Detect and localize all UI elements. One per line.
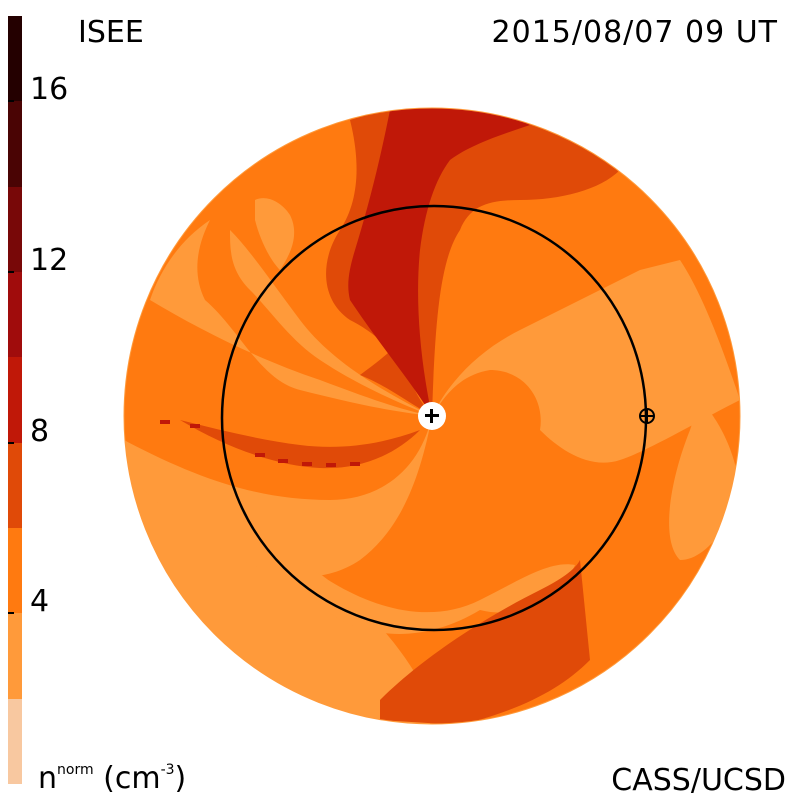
- earth-marker: [639, 408, 655, 424]
- color-bar-tick-label: 8: [30, 413, 50, 449]
- disk-outline: [123, 107, 741, 725]
- color-bar-segment: [8, 442, 22, 528]
- high-density-region: [360, 330, 432, 416]
- color-bar-tick-label: 16: [30, 72, 69, 108]
- color-bar-segment: [8, 698, 22, 784]
- color-bar-segment: [8, 613, 22, 699]
- color-bar-segment: [8, 186, 22, 272]
- unit-text: (cm: [93, 761, 161, 796]
- density-fragments: [160, 420, 360, 467]
- color-bar-tick-mark: [8, 271, 14, 273]
- low-density-region: [124, 416, 432, 577]
- color-bar-tick-mark: [8, 441, 14, 444]
- color-bar-tick-label: 4: [30, 584, 50, 620]
- low-density-region: [255, 198, 295, 270]
- color-bar-segment: [8, 16, 22, 102]
- color-bar-segment: [8, 357, 22, 443]
- credit-label: CASS/UCSD: [611, 763, 786, 798]
- high-density-region: [380, 560, 590, 724]
- color-bar-segment: [8, 272, 22, 358]
- high-density-region: [180, 420, 420, 469]
- timestamp-label: 2015/08/07 09 UT: [491, 15, 778, 50]
- density-color-bar: [8, 16, 22, 784]
- low-density-region: [300, 560, 575, 634]
- peak-density-region: [348, 108, 530, 416]
- sun-marker: [418, 402, 446, 430]
- unit-symbol: n: [38, 761, 58, 796]
- color-bar-segment: [8, 528, 22, 614]
- low-density-region: [432, 260, 740, 463]
- low-density-region: [150, 220, 432, 416]
- color-bar-tick-mark: [8, 100, 14, 103]
- unit-superscript: norm: [57, 762, 94, 778]
- color-bar-tick-label: 12: [30, 243, 69, 278]
- unit-label: nnorm (cm-3): [38, 761, 187, 796]
- unit-close: ): [174, 761, 187, 796]
- model-label: ISEE: [78, 15, 144, 50]
- color-bar-tick-mark: [8, 612, 14, 615]
- unit-exponent: -3: [160, 762, 175, 778]
- color-bar-segment: [8, 101, 22, 187]
